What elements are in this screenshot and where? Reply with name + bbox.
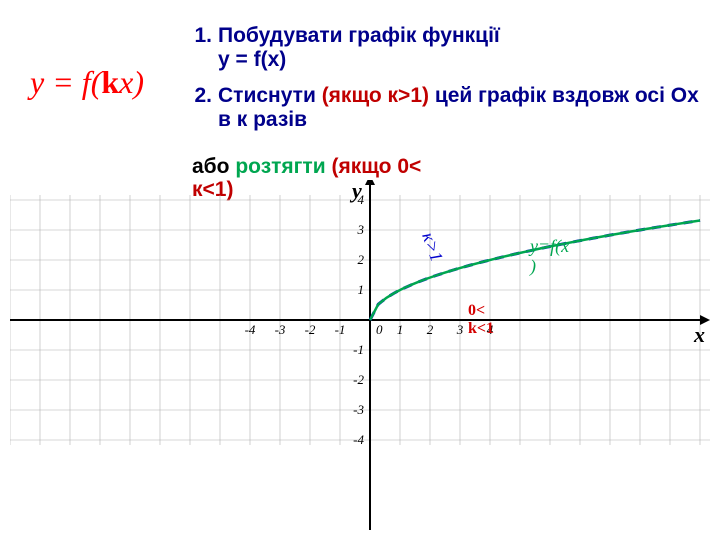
step-num: 1. <box>178 24 218 72</box>
svg-text:-1: -1 <box>335 322 346 337</box>
svg-text:): ) <box>529 256 536 277</box>
formula-y-fkx: y = f(kx) <box>30 64 144 101</box>
cond-0k1-a: (якщо 0< <box>331 155 421 178</box>
or-word: або <box>192 155 235 178</box>
svg-text:-4: -4 <box>245 322 256 337</box>
svg-text:y: y <box>349 180 362 203</box>
svg-text:3: 3 <box>456 322 464 337</box>
step-line: Побудувати графік функції <box>218 24 708 48</box>
step-line: y = f(x) <box>218 48 708 72</box>
function-chart: -4-3-2-11234-4-3-2-112340yxy=f(x)к>10<k<… <box>10 180 710 530</box>
step-body: Побудувати графік функціїy = f(x) <box>218 24 708 72</box>
formula-post: x) <box>119 64 144 100</box>
svg-text:2: 2 <box>358 252 365 267</box>
instruction-list: 1.Побудувати графік функціїy = f(x)2.Сти… <box>178 24 708 133</box>
svg-text:-2: -2 <box>353 372 364 387</box>
svg-text:1: 1 <box>358 282 365 297</box>
step-num: 2. <box>178 84 218 132</box>
svg-text:-4: -4 <box>353 432 364 447</box>
svg-text:x: x <box>693 322 705 347</box>
svg-text:-3: -3 <box>275 322 286 337</box>
svg-text:-1: -1 <box>353 342 364 357</box>
svg-text:1: 1 <box>397 322 404 337</box>
svg-text:y=f(x: y=f(x <box>528 236 569 257</box>
stretch-word: розтягти <box>235 155 331 178</box>
svg-text:-2: -2 <box>305 322 316 337</box>
svg-text:3: 3 <box>357 222 365 237</box>
step-part: (якщо к>1) <box>322 84 429 107</box>
step-part: Стиснути <box>218 84 322 107</box>
svg-text:-3: -3 <box>353 402 364 417</box>
step-2: 2.Стиснути (якщо к>1) цей графік вздовж … <box>178 84 708 132</box>
svg-text:0<: 0< <box>468 302 485 319</box>
step-1: 1.Побудувати графік функціїy = f(x) <box>178 24 708 72</box>
step-body: Стиснути (якщо к>1) цей графік вздовж ос… <box>218 84 708 132</box>
formula-pre: y = f( <box>30 64 101 100</box>
svg-text:2: 2 <box>427 322 434 337</box>
svg-text:к>1: к>1 <box>418 230 447 265</box>
svg-text:0: 0 <box>376 322 383 337</box>
svg-text:k<1: k<1 <box>468 320 494 337</box>
formula-k: k <box>101 64 119 100</box>
